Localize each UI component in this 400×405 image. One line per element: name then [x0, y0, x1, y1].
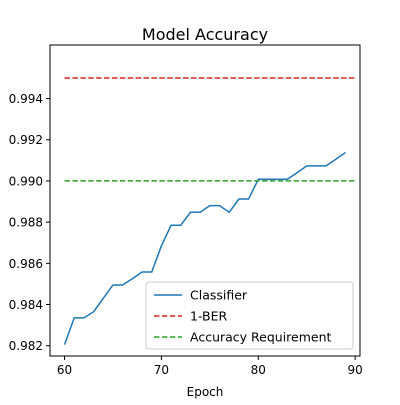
y-tick-label: 0.986 — [9, 257, 43, 271]
legend-box — [145, 281, 354, 350]
series-line-1 — [63, 151, 346, 345]
y-axis: 0.982 0.984 0.986 0.988 0.990 0.992 0.994 — [9, 92, 50, 353]
x-tick-label: 90 — [348, 363, 363, 377]
chart-title: Model Accuracy — [142, 25, 268, 44]
legend-label-1: Classifier — [190, 288, 248, 303]
y-tick-label: 0.984 — [9, 298, 43, 312]
legend-label-3: Accuracy Requirement — [190, 330, 332, 345]
x-axis: 60 70 80 90 — [57, 356, 363, 377]
legend: Classifier 1-BER Accuracy Requirement — [145, 281, 354, 350]
y-tick-label: 0.990 — [9, 174, 43, 188]
legend-label-2: 1-BER — [190, 309, 227, 324]
x-axis-label: Epoch — [187, 385, 224, 399]
y-tick-label: 0.988 — [9, 216, 43, 230]
x-tick-label: 80 — [251, 363, 266, 377]
x-tick-label: 70 — [154, 363, 169, 377]
y-tick-label: 0.992 — [9, 133, 43, 147]
y-tick-label: 0.994 — [9, 92, 43, 106]
y-tick-label: 0.982 — [9, 339, 43, 353]
plot-frame — [49, 44, 361, 357]
series-layer — [63, 77, 356, 345]
x-tick-label: 60 — [57, 363, 72, 377]
